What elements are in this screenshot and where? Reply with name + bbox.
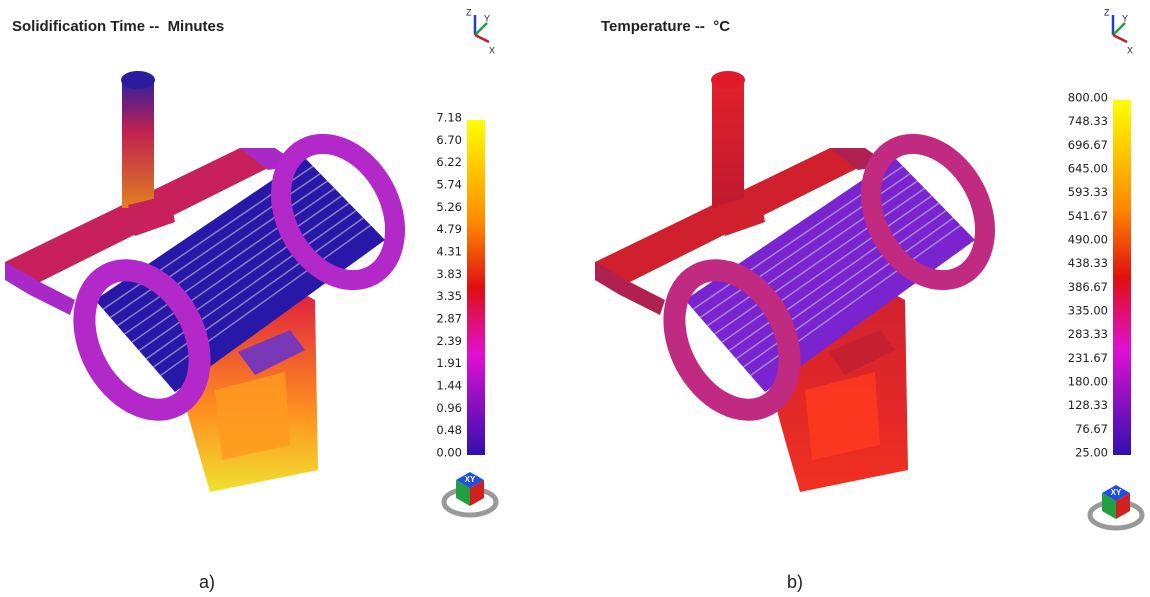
colorbar-label: 76.67 — [1075, 422, 1108, 436]
colorbar-label: 6.70 — [436, 133, 462, 147]
colorbar-label: 645.00 — [1068, 162, 1108, 176]
colorbar — [467, 120, 485, 455]
panel-title: Solidification Time -- Minutes — [12, 18, 224, 35]
axis-x-label: X — [1127, 45, 1133, 55]
colorbar-label: 0.00 — [436, 446, 462, 460]
colorbar-label: 490.00 — [1068, 233, 1108, 247]
colorbar-label: 5.74 — [436, 178, 462, 192]
sprue-top — [711, 71, 745, 89]
sprue — [122, 80, 154, 208]
colorbar-label: 696.67 — [1068, 138, 1108, 152]
axis-z-label: Z — [466, 7, 472, 17]
panel: Temperature -- °C b) 800.00 748.33 696.67 645… — [595, 7, 1142, 591]
colorbar-label: 128.33 — [1068, 398, 1108, 412]
colorbar — [1113, 100, 1131, 455]
colorbar-label: 3.83 — [436, 267, 462, 281]
colorbar-label: 0.48 — [436, 423, 462, 437]
panel-title: Temperature -- °C — [601, 18, 730, 35]
axis-z-label: Z — [1104, 7, 1110, 17]
view-cube-label: XY — [465, 475, 476, 484]
colorbar-label: 180.00 — [1068, 375, 1108, 389]
panel: Solidification Time -- Minutes a) 7.18 6.70… — [5, 7, 496, 591]
casting-model — [595, 71, 1008, 492]
view-cube-label: XY — [1111, 488, 1122, 497]
colorbar-label: 593.33 — [1068, 185, 1108, 199]
colorbar-label: 748.33 — [1068, 114, 1108, 128]
colorbar-label: 3.35 — [436, 289, 462, 303]
axis-x — [1113, 35, 1127, 42]
colorbar-label: 0.96 — [436, 401, 462, 415]
colorbar-label: 1.91 — [436, 356, 462, 370]
axis-y-label: Y — [1122, 13, 1128, 23]
colorbar-label: 5.26 — [436, 200, 462, 214]
colorbar-label: 2.87 — [436, 312, 462, 326]
colorbar-label: 7.18 — [436, 111, 462, 125]
colorbar-label: 386.67 — [1068, 280, 1108, 294]
colorbar-label: 1.44 — [436, 379, 462, 393]
colorbar-label: 25.00 — [1075, 446, 1108, 460]
sprue — [712, 80, 744, 208]
colorbar-label: 438.33 — [1068, 256, 1108, 270]
panel-caption: a) — [199, 572, 215, 592]
axis-y — [475, 23, 487, 35]
casting-model — [5, 71, 418, 492]
axis-y-label: Y — [484, 13, 490, 23]
axis-x-label: X — [489, 45, 495, 55]
colorbar-label: 800.00 — [1068, 91, 1108, 105]
axis-y — [1113, 23, 1125, 35]
sprue-top — [121, 71, 155, 89]
axis-x — [475, 35, 489, 42]
panel-caption: b) — [787, 572, 803, 592]
colorbar-label: 2.39 — [436, 334, 462, 348]
colorbar-label: 4.31 — [436, 245, 462, 259]
colorbar-label: 541.67 — [1068, 209, 1108, 223]
colorbar-label: 6.22 — [436, 155, 462, 169]
colorbar-label: 231.67 — [1068, 351, 1108, 365]
colorbar-label: 4.79 — [436, 222, 462, 236]
colorbar-label: 283.33 — [1068, 327, 1108, 341]
figure: Solidification Time -- Minutes a) 7.18 6.70… — [0, 0, 1150, 597]
colorbar-label: 335.00 — [1068, 304, 1108, 318]
